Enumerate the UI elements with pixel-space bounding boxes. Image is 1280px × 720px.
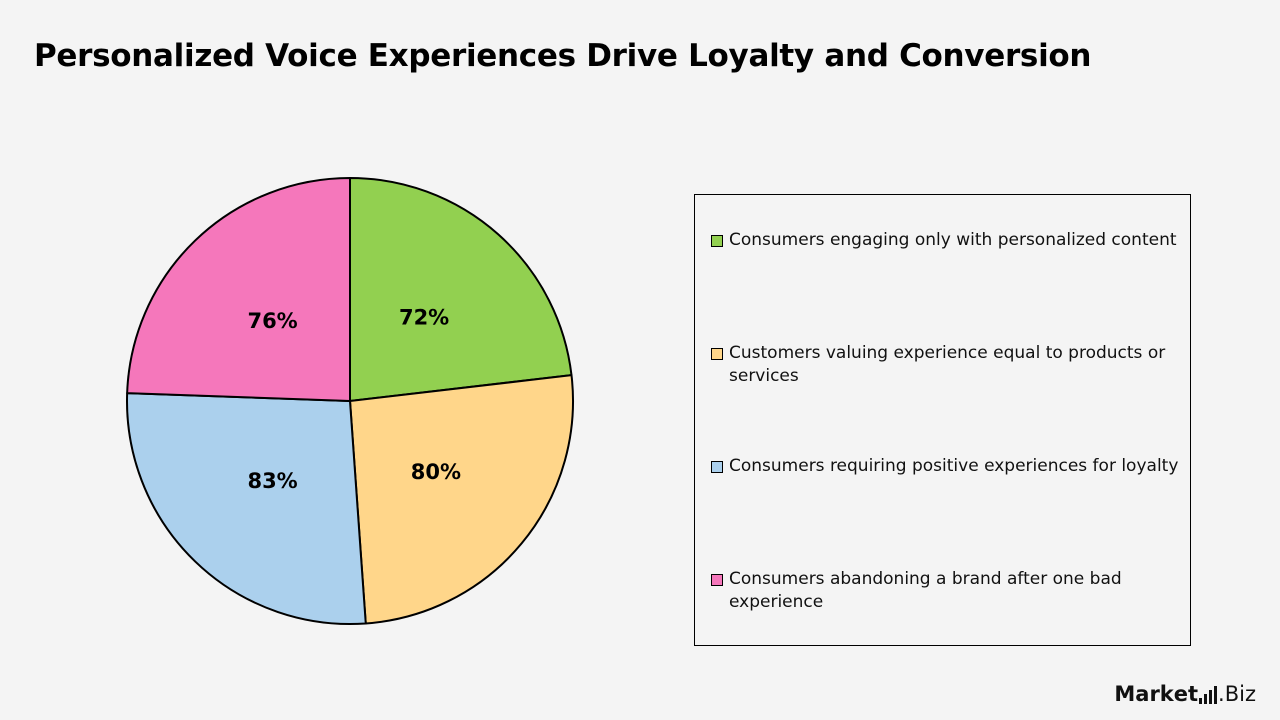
pie-slice [349, 177, 573, 402]
legend-item: Consumers abandoning a brand after one b… [711, 568, 1181, 614]
chart-title: Personalized Voice Experiences Drive Loy… [34, 38, 1092, 74]
logo-text-biz: .Biz [1218, 682, 1256, 706]
pie-slice [349, 374, 575, 625]
slice-data-label: 76% [247, 309, 297, 333]
legend-item: Customers valuing experience equal to pr… [711, 342, 1181, 388]
logo-bars-icon [1199, 684, 1218, 704]
slice-data-label: 72% [399, 306, 449, 330]
slice-data-label: 83% [247, 469, 297, 493]
legend: Consumers engaging only with personalize… [694, 194, 1191, 646]
legend-swatch [711, 348, 723, 360]
legend-label: Customers valuing experience equal to pr… [729, 343, 1166, 386]
pie-slice [126, 177, 351, 402]
logo-text-et: et [1173, 682, 1199, 706]
legend-swatch [711, 461, 723, 473]
slice-data-label: 80% [411, 460, 461, 484]
marketbiz-logo: Mark et .Biz [1114, 682, 1256, 706]
legend-label: Consumers abandoning a brand after one b… [729, 569, 1122, 612]
logo-text-mark: Mark [1114, 682, 1174, 706]
legend-label: Consumers requiring positive experiences… [729, 456, 1179, 476]
pie-slice [126, 392, 367, 625]
legend-item: Consumers engaging only with personalize… [711, 229, 1181, 252]
legend-swatch [711, 574, 723, 586]
legend-item: Consumers requiring positive experiences… [711, 455, 1181, 478]
pie-chart: 72% 80% 83% 76% [126, 177, 575, 625]
legend-swatch [711, 235, 723, 247]
legend-label: Consumers engaging only with personalize… [729, 230, 1177, 250]
